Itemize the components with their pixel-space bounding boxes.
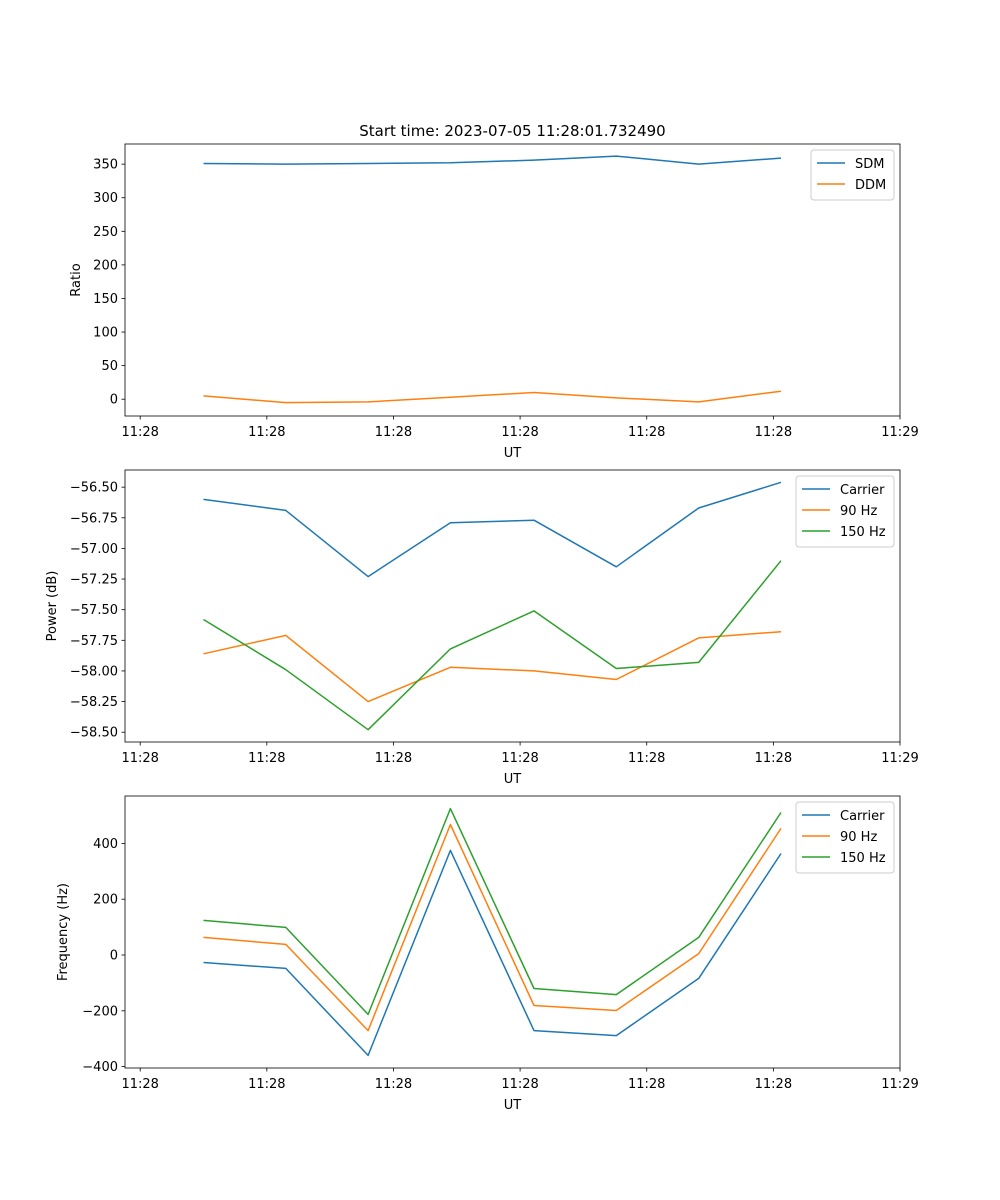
x-tick-label: 11:29 bbox=[881, 751, 918, 766]
x-tick-label: 11:28 bbox=[375, 425, 412, 440]
x-tick-label: 11:28 bbox=[628, 751, 665, 766]
x-tick-label: 11:28 bbox=[248, 751, 285, 766]
axes-frame bbox=[124, 143, 901, 417]
legend-label: DDM bbox=[855, 178, 886, 193]
x-tick-label: 11:28 bbox=[121, 425, 158, 440]
y-tick-label: 50 bbox=[101, 359, 118, 374]
y-tick-label: −57.25 bbox=[70, 573, 118, 588]
y-tick-label: 150 bbox=[93, 292, 118, 307]
x-tick-label: 11:29 bbox=[881, 425, 918, 440]
x-tick-label: 11:28 bbox=[121, 751, 158, 766]
y-tick-label: 100 bbox=[93, 326, 118, 341]
legend: Carrier 90 Hz 150 Hz bbox=[795, 475, 895, 548]
y-tick-label: 200 bbox=[93, 893, 118, 908]
x-tick-label: 11:28 bbox=[501, 425, 538, 440]
x-axis-label: UT bbox=[504, 772, 522, 787]
y-tick-label: 250 bbox=[93, 225, 118, 240]
y-tick-label: −400 bbox=[82, 1060, 118, 1075]
x-tick-label: 11:28 bbox=[755, 751, 792, 766]
y-tick-label: 0 bbox=[110, 393, 118, 408]
x-tick-label: 11:28 bbox=[375, 1077, 412, 1092]
legend-label: 90 Hz bbox=[840, 830, 877, 845]
y-tick-label: 0 bbox=[110, 949, 118, 964]
y-tick-label: −57.50 bbox=[70, 603, 118, 618]
y-tick-label: −200 bbox=[82, 1004, 118, 1019]
y-tick-label: −56.50 bbox=[70, 481, 118, 496]
x-tick-label: 11:28 bbox=[628, 1077, 665, 1092]
subplot-2: 11:28 11:28 11:28 11:28 11:28 11:28 11:29 −58.5… bbox=[45, 469, 919, 787]
y-tick-label: 200 bbox=[93, 258, 118, 273]
y-axis-label: Power (dB) bbox=[45, 571, 60, 642]
x-tick-label: 11:28 bbox=[248, 425, 285, 440]
legend: SDM DDM bbox=[810, 149, 895, 201]
legend-label: SDM bbox=[855, 157, 884, 172]
legend: Carrier 90 Hz 150 Hz bbox=[795, 801, 895, 874]
x-tick-label: 11:28 bbox=[755, 1077, 792, 1092]
x-tick-label: 11:28 bbox=[501, 1077, 538, 1092]
series-line-90-hz bbox=[203, 823, 782, 1032]
series-line-carrier bbox=[203, 481, 782, 578]
x-tick-label: 11:29 bbox=[881, 1077, 918, 1092]
series-line-90-hz bbox=[203, 630, 782, 703]
legend-label: 150 Hz bbox=[840, 851, 886, 866]
x-tick-label: 11:28 bbox=[248, 1077, 285, 1092]
legend-label: 90 Hz bbox=[840, 504, 877, 519]
x-tick-label: 11:28 bbox=[375, 751, 412, 766]
series-line-carrier bbox=[203, 849, 782, 1057]
y-tick-label: −57.75 bbox=[70, 634, 118, 649]
series-line-150-hz bbox=[203, 807, 782, 1016]
x-tick-label: 11:28 bbox=[121, 1077, 158, 1092]
x-axis-label: UT bbox=[504, 446, 522, 461]
figure-title: Start time: 2023-07-05 11:28:01.732490 bbox=[359, 122, 665, 140]
y-tick-label: −58.00 bbox=[70, 664, 118, 679]
x-tick-label: 11:28 bbox=[755, 425, 792, 440]
legend-label: 150 Hz bbox=[840, 525, 886, 540]
series-line-ddm bbox=[203, 390, 782, 404]
y-tick-label: −57.00 bbox=[70, 542, 118, 557]
y-tick-label: 300 bbox=[93, 191, 118, 206]
y-axis-label: Ratio bbox=[69, 263, 84, 296]
y-tick-label: −58.50 bbox=[70, 726, 118, 741]
x-axis-label: UT bbox=[504, 1098, 522, 1113]
subplot-1: 11:28 11:28 11:28 11:28 11:28 11:28 11:29 0 50 10… bbox=[69, 143, 919, 461]
legend-label: Carrier bbox=[840, 809, 885, 824]
legend-box bbox=[795, 801, 895, 874]
y-tick-label: 350 bbox=[93, 158, 118, 173]
x-tick-label: 11:28 bbox=[628, 425, 665, 440]
axes-frame bbox=[124, 795, 901, 1069]
legend-box bbox=[795, 475, 895, 548]
subplot-3: 11:28 11:28 11:28 11:28 11:28 11:28 11:29 −400 −… bbox=[56, 795, 919, 1113]
x-tick-label: 11:28 bbox=[501, 751, 538, 766]
y-tick-label: −56.75 bbox=[70, 511, 118, 526]
axes-frame bbox=[124, 469, 901, 743]
series-line-150-hz bbox=[203, 560, 782, 731]
y-tick-label: 400 bbox=[93, 837, 118, 852]
legend-label: Carrier bbox=[840, 483, 885, 498]
y-axis-label: Frequency (Hz) bbox=[56, 883, 71, 981]
y-tick-label: −58.25 bbox=[70, 695, 118, 710]
series-line-sdm bbox=[203, 155, 782, 165]
